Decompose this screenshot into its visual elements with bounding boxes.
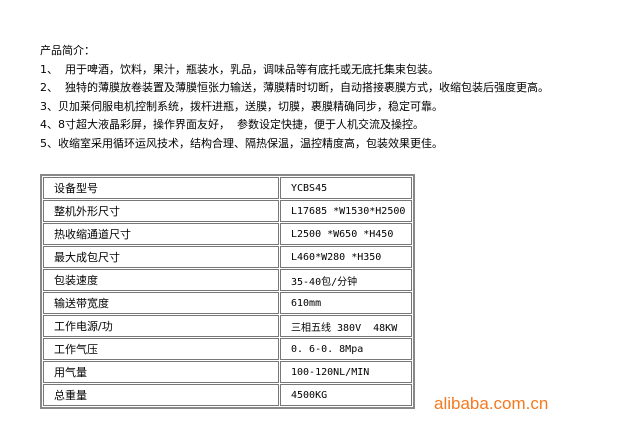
spec-value: 35-40包/分钟	[280, 269, 412, 291]
table-row: 用气量 100-120NL/MIN	[43, 361, 412, 383]
watermark: alibaba.com.cn	[434, 394, 549, 413]
spec-name: 总重量	[43, 384, 279, 406]
table-row: 整机外形尺寸 L17685 *W1530*H2500	[43, 200, 412, 222]
spec-value: 三相五线 380V 48KW	[280, 315, 412, 337]
table-row: 最大成包尺寸 L460*W280 *H350	[43, 246, 412, 268]
spec-name: 工作电源/功	[43, 315, 279, 337]
table-row: 工作气压 0. 6-0. 8Mpa	[43, 338, 412, 360]
table-row: 包装速度 35-40包/分钟	[43, 269, 412, 291]
spec-name: 包装速度	[43, 269, 279, 291]
spec-value: 0. 6-0. 8Mpa	[280, 338, 412, 360]
intro-line: 2、 独特的薄膜放卷装置及薄膜恒张力输送，薄膜精时切断，自动搭接裹膜方式，收缩包…	[40, 81, 549, 95]
spec-name: 输送带宽度	[43, 292, 279, 314]
spec-value: L17685 *W1530*H2500	[280, 200, 412, 222]
spec-name: 用气量	[43, 361, 279, 383]
table-row: 总重量 4500KG	[43, 384, 412, 406]
spec-table: 设备型号 YCBS45 整机外形尺寸 L17685 *W1530*H2500 热收缩通道…	[40, 174, 415, 409]
spec-value: L460*W280 *H350	[280, 246, 412, 268]
spec-name: 最大成包尺寸	[43, 246, 279, 268]
spec-value: 100-120NL/MIN	[280, 361, 412, 383]
spec-name: 工作气压	[43, 338, 279, 360]
intro-line: 5、收缩室采用循环运风技术，结构合理、隔热保温，温控精度高，包装效果更佳。	[40, 136, 443, 150]
table-row: 输送带宽度 610mm	[43, 292, 412, 314]
intro-line: 4、8寸超大液晶彩屏，操作界面友好， 参数设定快捷，便于人机交流及操控。	[40, 118, 424, 132]
intro-title: 产品简介：	[40, 44, 95, 57]
table-row: 设备型号 YCBS45	[43, 177, 412, 199]
spec-name: 热收缩通道尺寸	[43, 223, 279, 245]
spec-value: L2500 *W650 *H450	[280, 223, 412, 245]
spec-name: 整机外形尺寸	[43, 200, 279, 222]
table-row: 热收缩通道尺寸 L2500 *W650 *H450	[43, 223, 412, 245]
spec-value: YCBS45	[280, 177, 412, 199]
intro-line: 3、贝加莱伺服电机控制系统，拨杆进瓶，送膜，切膜，裹膜精确同步，稳定可靠。	[40, 99, 443, 113]
spec-value: 610mm	[280, 292, 412, 314]
intro: 产品简介： 1、 用于啤酒，饮料，果汁，瓶装水，乳品，调味品等有底托或无底托集束…	[40, 42, 549, 154]
intro-line: 1、 用于啤酒，饮料，果汁，瓶装水，乳品，调味品等有底托或无底托集束包装。	[40, 62, 439, 76]
table-row: 工作电源/功 三相五线 380V 48KW	[43, 315, 412, 337]
spec-name: 设备型号	[43, 177, 279, 199]
spec-value: 4500KG	[280, 384, 412, 406]
